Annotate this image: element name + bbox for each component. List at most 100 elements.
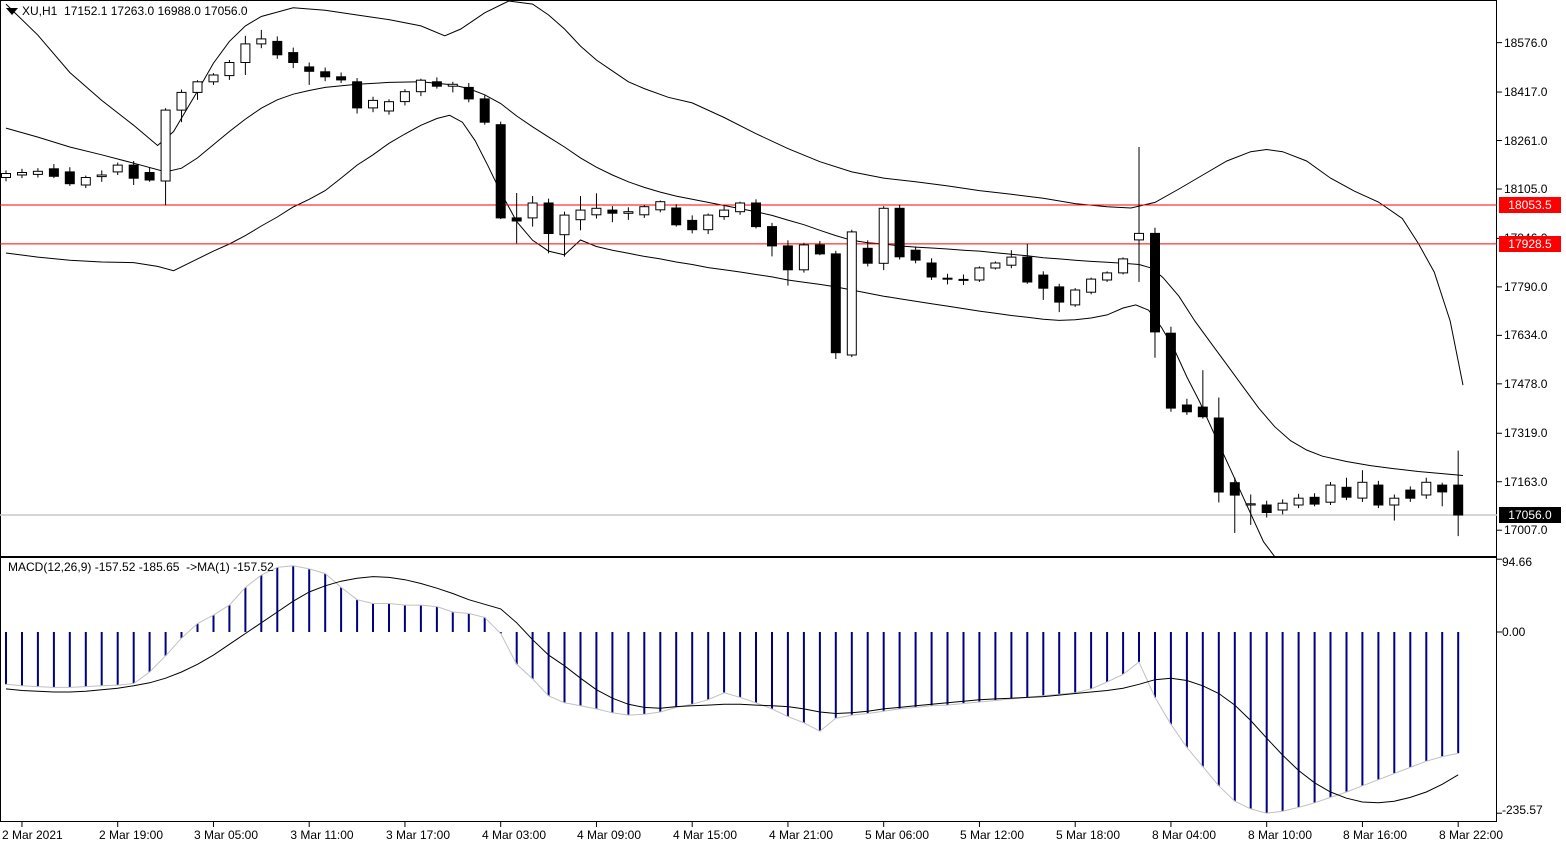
time-axis-label[interactable]: 4 Mar 21:00 bbox=[768, 828, 834, 842]
candle-body-down bbox=[1165, 332, 1176, 409]
candle-body-down bbox=[336, 76, 347, 81]
bollinger-upper-band bbox=[5, 1, 1464, 386]
time-axis-label[interactable]: 3 Mar 17:00 bbox=[385, 828, 451, 842]
candle-body-up bbox=[1070, 289, 1081, 306]
price-tick-label[interactable]: 17007.0 bbox=[1504, 523, 1548, 537]
price-tick-label[interactable]: 17790.0 bbox=[1504, 280, 1548, 294]
candle-body-down bbox=[1373, 484, 1384, 506]
candle-body-up bbox=[735, 202, 746, 213]
candle-body-down bbox=[1405, 489, 1416, 499]
candle-body-down bbox=[320, 71, 331, 78]
price-tick-label[interactable]: 18105.0 bbox=[1504, 182, 1548, 196]
candle-body-up bbox=[208, 74, 219, 83]
candle-body-up bbox=[846, 231, 857, 356]
candle-body-up bbox=[655, 201, 666, 211]
candle-body-up bbox=[415, 79, 426, 93]
candle-body-up bbox=[1357, 481, 1368, 499]
time-axis-label[interactable]: 8 Mar 16:00 bbox=[1342, 828, 1408, 842]
candle-body-down bbox=[1213, 417, 1224, 493]
price-tick-label[interactable]: 17163.0 bbox=[1504, 475, 1548, 489]
candle-body-down bbox=[782, 245, 793, 271]
candle-body-down bbox=[607, 209, 618, 214]
candle-body-up bbox=[112, 164, 123, 173]
candle-body-down bbox=[814, 244, 825, 255]
symbol-ohlc-bar: XU,H1 17152.1 17263.0 16988.0 17056.0 bbox=[22, 4, 248, 18]
candle-body-down bbox=[671, 207, 682, 226]
price-tick-label[interactable]: 17478.0 bbox=[1504, 377, 1548, 391]
candle-body-up bbox=[527, 202, 538, 219]
candle-body-down bbox=[1229, 482, 1240, 496]
candle-body-down bbox=[48, 168, 59, 177]
candle-body-up bbox=[559, 214, 570, 236]
candle-body-down bbox=[128, 164, 139, 179]
candle-body-up bbox=[1293, 497, 1304, 506]
time-axis-label[interactable]: 5 Mar 12:00 bbox=[959, 828, 1025, 842]
candle-body-up bbox=[703, 214, 714, 231]
candle-body-up bbox=[942, 277, 953, 280]
candle-body-up bbox=[1118, 258, 1129, 274]
price-tick-label[interactable]: 18261.0 bbox=[1504, 134, 1548, 148]
candle-body-down bbox=[543, 202, 554, 234]
candle-body-up bbox=[798, 244, 809, 271]
candle-body-down bbox=[64, 171, 75, 185]
candles-layer bbox=[1, 29, 1464, 537]
time-axis-label[interactable]: 2 Mar 19:00 bbox=[98, 828, 164, 842]
candle-body-up bbox=[447, 83, 458, 87]
time-axis-label[interactable]: 4 Mar 15:00 bbox=[672, 828, 738, 842]
symbol-dropdown-icon[interactable] bbox=[6, 8, 18, 15]
candle-body-down bbox=[1261, 504, 1272, 513]
candle-body-down bbox=[479, 98, 490, 123]
main-pane-border bbox=[0, 0, 1497, 557]
ohlc-open: 17152.1 bbox=[64, 4, 108, 18]
ohlc-close: 17056.0 bbox=[204, 4, 248, 18]
candle-body-up bbox=[192, 81, 203, 93]
candle-body-down bbox=[431, 81, 442, 87]
candle-body-up bbox=[32, 170, 43, 175]
candle-body-down bbox=[288, 52, 299, 63]
candle-body-up bbox=[17, 172, 27, 176]
time-axis-label[interactable]: 8 Mar 22:00 bbox=[1438, 828, 1504, 842]
candle-body-down bbox=[511, 217, 522, 222]
candle-body-up bbox=[176, 91, 187, 111]
candle-body-up bbox=[1134, 232, 1144, 241]
price-tick-label[interactable]: 18576.0 bbox=[1504, 36, 1548, 50]
price-tick-label[interactable]: 17319.0 bbox=[1504, 426, 1548, 440]
candle-body-down bbox=[463, 86, 474, 100]
candle-body-down bbox=[272, 40, 283, 56]
time-axis-label[interactable]: 3 Mar 05:00 bbox=[193, 828, 259, 842]
candle-body-up bbox=[80, 177, 91, 186]
current-price-tag: 17056.0 bbox=[1499, 507, 1561, 523]
time-axis-label[interactable]: 5 Mar 18:00 bbox=[1055, 828, 1121, 842]
candle-body-up bbox=[623, 211, 634, 214]
candle-body-down bbox=[926, 262, 937, 278]
candle-body-up bbox=[990, 262, 1001, 269]
time-axis-label[interactable]: 8 Mar 10:00 bbox=[1247, 828, 1313, 842]
bollinger-middle-band bbox=[5, 81, 1464, 476]
time-axis-label[interactable]: 4 Mar 03:00 bbox=[481, 828, 547, 842]
candle-body-up bbox=[1421, 481, 1432, 496]
time-axis-label[interactable]: 2 Mar 2021 bbox=[2, 828, 63, 842]
candle-body-up bbox=[591, 207, 602, 216]
price-tick-label[interactable]: 17634.0 bbox=[1504, 328, 1548, 342]
candle-body-down bbox=[1150, 232, 1160, 333]
candle-body-up bbox=[256, 38, 267, 45]
candle-body-down bbox=[144, 172, 155, 181]
time-axis-label[interactable]: 4 Mar 09:00 bbox=[576, 828, 642, 842]
candle-body-up bbox=[974, 267, 985, 281]
candle-body-down bbox=[1181, 404, 1192, 413]
candle-body-up bbox=[1325, 484, 1336, 503]
time-axis-label[interactable]: 8 Mar 04:00 bbox=[1151, 828, 1217, 842]
price-tick-label[interactable]: 18417.0 bbox=[1504, 85, 1548, 99]
macd-min-label[interactable]: -235.57 bbox=[1502, 803, 1543, 817]
candle-body-up bbox=[368, 99, 378, 109]
macd-main-line bbox=[5, 565, 1459, 814]
candle-body-down bbox=[1022, 256, 1033, 283]
macd-max-label[interactable]: 94.66 bbox=[1502, 555, 1533, 569]
time-axis-label[interactable]: 5 Mar 06:00 bbox=[864, 828, 930, 842]
candle-body-up bbox=[719, 209, 730, 218]
macd-zero-label[interactable]: 0.00 bbox=[1502, 625, 1526, 639]
time-axis-label[interactable]: 3 Mar 11:00 bbox=[290, 828, 354, 842]
symbol-label: XU,H1 bbox=[22, 4, 58, 18]
